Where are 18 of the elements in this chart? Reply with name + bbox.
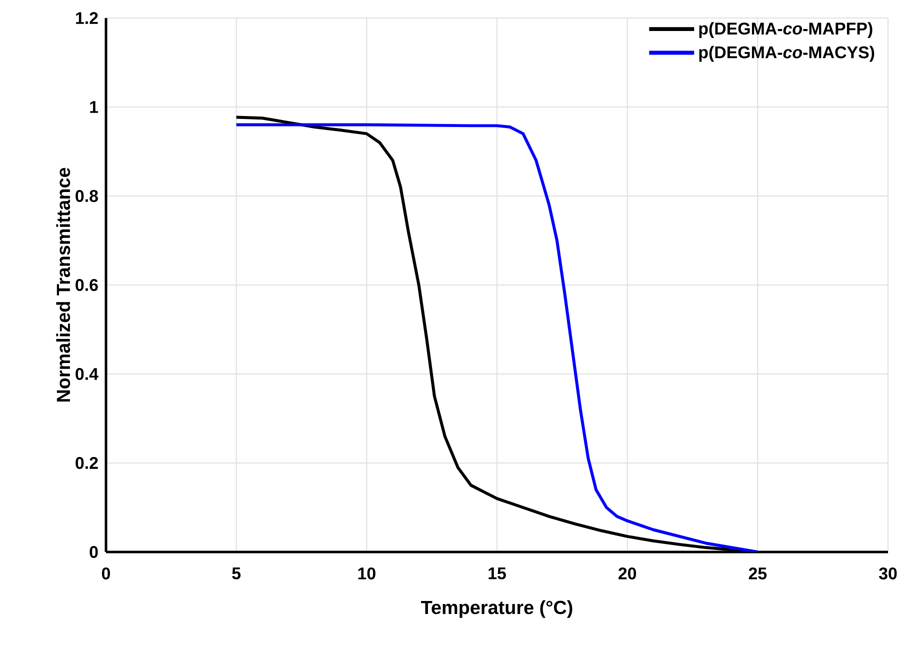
x-axis-title: Temperature (°C) (421, 600, 572, 618)
y-tick-label: 0.2 (76, 457, 98, 469)
x-tick-label: 0 (102, 567, 110, 580)
x-tick-label: 30 (878, 567, 897, 580)
x-tick-label: 5 (232, 567, 241, 580)
legend-label: p(DEGMA-co-MACYS) (699, 46, 874, 62)
y-axis-title: Normalized Transmittance (56, 168, 70, 402)
y-tick-label: 1 (90, 101, 98, 113)
x-tick-label: 15 (488, 567, 506, 580)
x-tick-label: 10 (358, 567, 376, 580)
x-tick-label: 25 (748, 567, 767, 580)
x-tick-label: 20 (618, 567, 636, 580)
y-tick-label: 0 (90, 546, 98, 558)
y-tick-label: 0.6 (76, 279, 98, 291)
y-tick-label: 1.2 (76, 12, 98, 24)
legend-label: p(DEGMA-co-MAPFP) (699, 22, 872, 38)
y-tick-label: 0.4 (76, 368, 98, 380)
y-tick-label: 0.8 (76, 190, 98, 202)
